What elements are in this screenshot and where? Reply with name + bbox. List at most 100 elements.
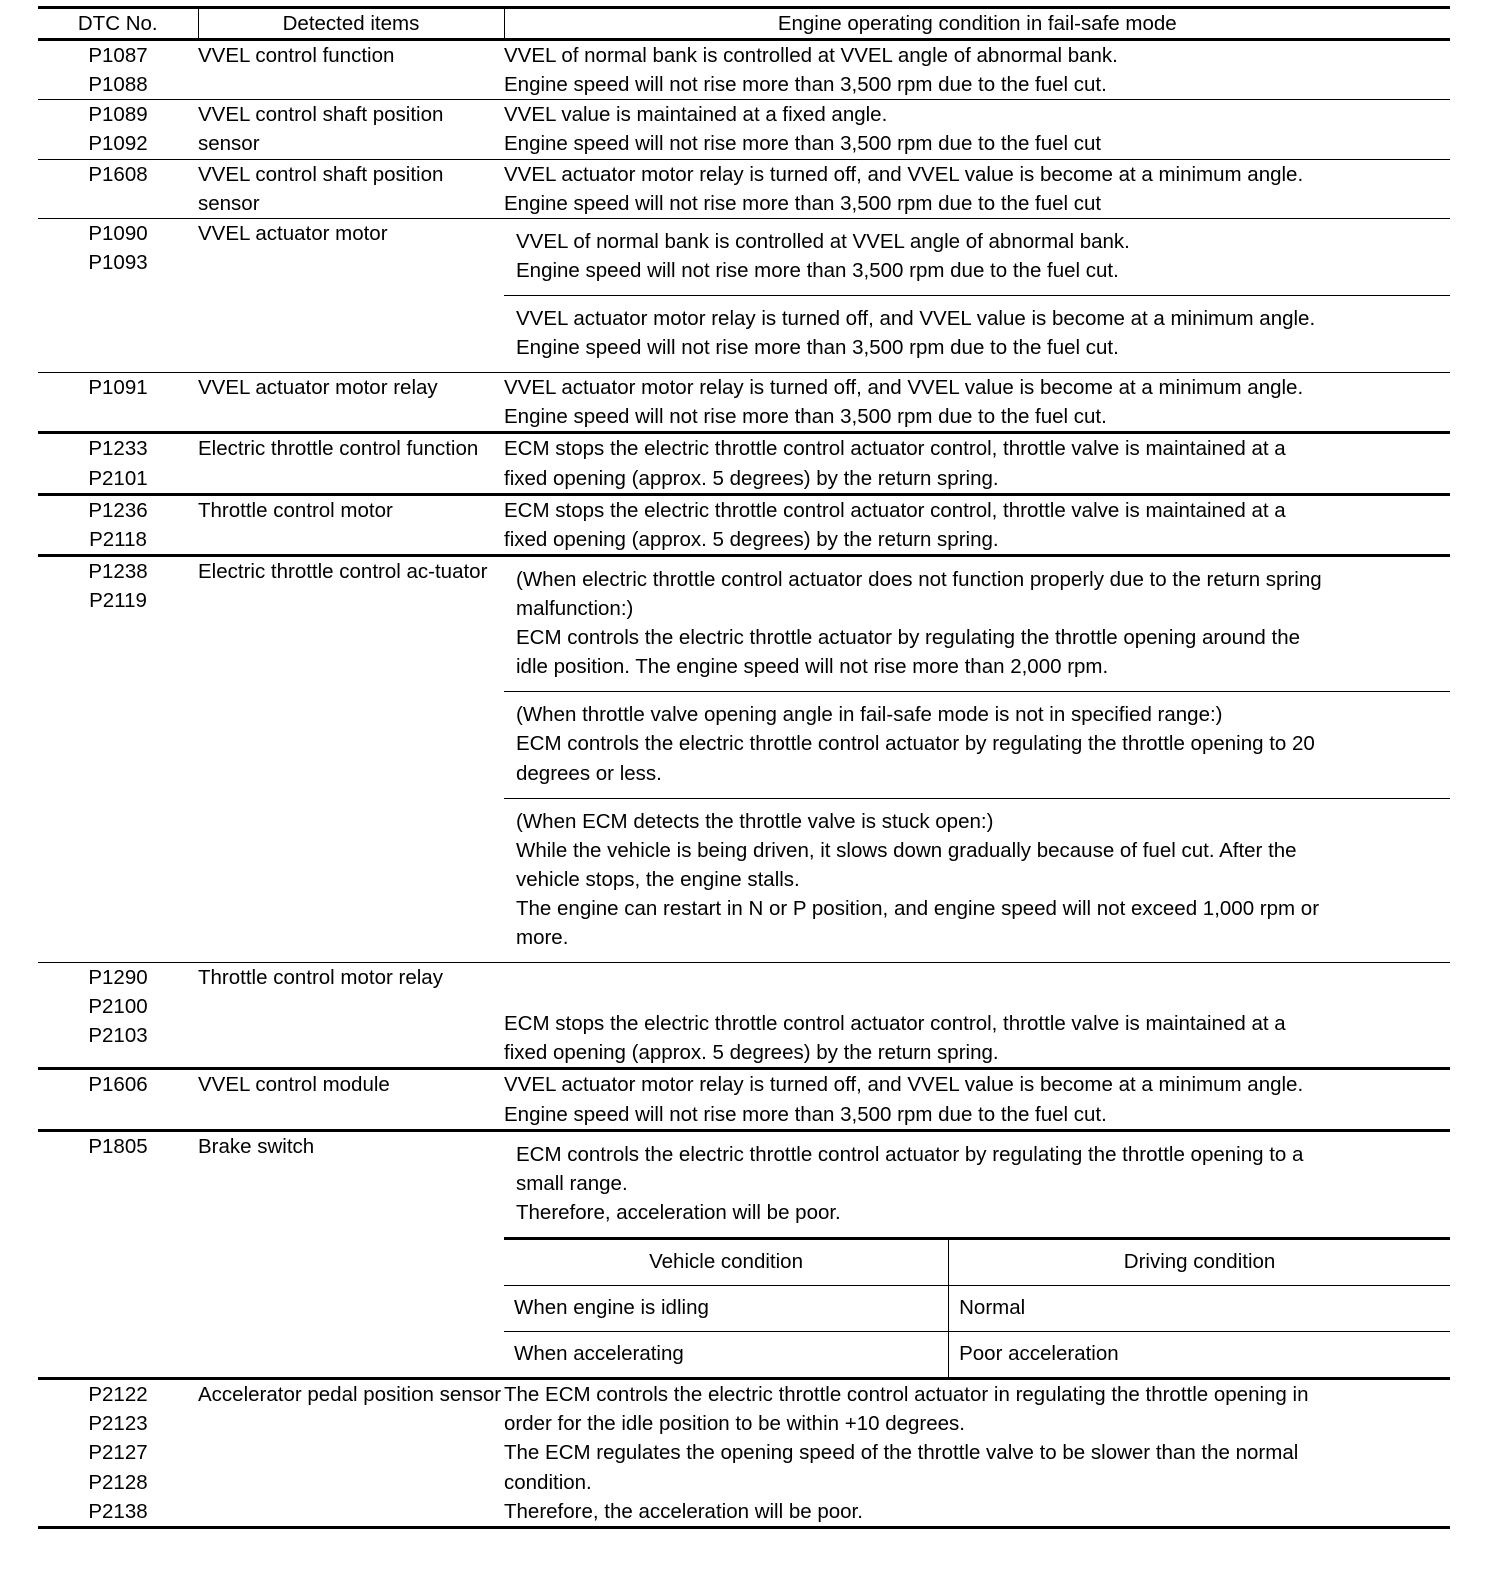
subtable-cell-driving-condition: Poor acceleration	[959, 1342, 1119, 1366]
subtable-row: When accelerating Poor acceleration	[504, 1331, 1450, 1378]
condition-line: VVEL value is maintained at a fixed angl…	[504, 103, 888, 127]
condition-line: VVEL of normal bank is controlled at VVE…	[516, 229, 1130, 253]
dtc-code: P2119	[89, 588, 147, 612]
condition-line: Engine speed will not rise more than 3,5…	[504, 73, 1107, 97]
condition-line: more.	[516, 926, 569, 950]
table-header-row: DTC No. Detected items Engine operating …	[38, 7, 1450, 40]
condition-cell: VVEL actuator motor relay is turned off,…	[504, 1069, 1450, 1130]
condition-line: small range.	[516, 1171, 628, 1195]
dtc-code: P2103	[88, 1024, 148, 1048]
condition-cell: VVEL of normal bank is controlled at VVE…	[504, 40, 1450, 100]
table-row: P1089 P1092 VVEL control shaft position …	[38, 100, 1450, 160]
dtc-codes-cell: P1090 P1093	[38, 218, 198, 372]
dtc-code: P2128	[88, 1470, 148, 1494]
condition-line: idle position. The engine speed will not…	[516, 655, 1109, 679]
condition-stack: (When electric throttle control actuator…	[504, 557, 1450, 962]
condition-line: ECM controls the electric throttle actua…	[516, 626, 1301, 650]
dtc-code: P2123	[88, 1412, 148, 1436]
condition-block: (When electric throttle control actuator…	[504, 557, 1450, 691]
table-row: P1233 P2101 Electric throttle control fu…	[38, 433, 1450, 495]
condition-line: Engine speed will not rise more than 3,5…	[504, 132, 1102, 156]
table-row: P1805 Brake switch ECM controls the elec…	[38, 1130, 1450, 1379]
table-row: P1091 VVEL actuator motor relay VVEL act…	[38, 373, 1450, 433]
detected-item-cell: VVEL actuator motor relay	[198, 376, 438, 400]
subtable-header-driving-condition: Driving condition	[1123, 1249, 1276, 1273]
table-row: P1090 P1093 VVEL actuator motor VVEL of …	[38, 218, 1450, 373]
condition-stack: VVEL of normal bank is controlled at VVE…	[504, 219, 1450, 372]
subtable-cell-vehicle-condition: When accelerating	[504, 1331, 950, 1378]
subtable-header-row: Vehicle condition Driving condition	[504, 1238, 1450, 1286]
condition-cell: ECM controls the electric throttle contr…	[504, 1130, 1450, 1379]
condition-cell: VVEL actuator motor relay is turned off,…	[504, 159, 1450, 218]
dtc-code: P1089	[88, 103, 148, 127]
dtc-code: P1091	[88, 376, 148, 400]
dtc-code: P1805	[88, 1134, 148, 1158]
dtc-code: P2138	[88, 1499, 148, 1523]
condition-line: VVEL actuator motor relay is turned off,…	[504, 1073, 1304, 1097]
subtable-cell-vehicle-condition: When engine is idling	[504, 1285, 950, 1332]
condition-line: VVEL actuator motor relay is turned off,…	[504, 162, 1304, 186]
table-row: P1087 P1088 VVEL control function VVEL o…	[38, 40, 1450, 100]
detected-item-cell: Brake switch	[198, 1134, 315, 1158]
table-body: DTC No. Detected items Engine operating …	[38, 7, 1450, 1528]
dtc-code: P2101	[88, 466, 148, 490]
dtc-code: P2100	[88, 995, 148, 1019]
condition-line: ECM controls the electric throttle contr…	[516, 732, 1315, 756]
dtc-code: P1290	[88, 966, 148, 990]
dtc-codes-cell: P1290 P2100 P2103	[38, 963, 198, 1069]
condition-line: The ECM controls the electric throttle c…	[504, 1383, 1309, 1407]
detected-item-cell: VVEL control function	[198, 44, 395, 68]
dtc-code: P1236	[88, 498, 148, 522]
condition-block: (When ECM detects the throttle valve is …	[504, 797, 1450, 963]
header-engine-condition: Engine operating condition in fail-safe …	[777, 12, 1177, 35]
condition-line: VVEL actuator motor relay is turned off,…	[504, 376, 1304, 400]
detected-item-cell: VVEL control shaft position sensor	[198, 103, 444, 156]
condition-block: ECM controls the electric throttle contr…	[504, 1132, 1450, 1237]
dtc-code: P1608	[88, 162, 148, 186]
condition-line: fixed opening (approx. 5 degrees) by the…	[504, 1041, 999, 1065]
condition-line: The ECM regulates the opening speed of t…	[504, 1441, 1299, 1465]
condition-line: Engine speed will not rise more than 3,5…	[504, 1102, 1107, 1126]
header-dtc-no: DTC No.	[38, 7, 199, 40]
table-row: P1608 VVEL control shaft position sensor…	[38, 159, 1450, 219]
dtc-codes-cell: P1606	[38, 1069, 198, 1130]
condition-cell: (When electric throttle control actuator…	[504, 555, 1450, 962]
condition-line: malfunction:)	[516, 596, 634, 620]
condition-line: ECM stops the electric throttle control …	[504, 437, 1286, 461]
condition-line: vehicle stops, the engine stalls.	[516, 867, 800, 891]
dtc-codes-cell: P1089 P1092	[38, 100, 198, 159]
dtc-codes-cell: P1236 P2118	[38, 494, 198, 555]
dtc-code: P1090	[88, 221, 148, 245]
detected-item-cell: VVEL actuator motor	[198, 221, 388, 245]
detected-item-cell: Accelerator pedal position sensor	[198, 1383, 502, 1407]
dtc-failsafe-table: DTC No. Detected items Engine operating …	[38, 6, 1450, 1529]
condition-line: Engine speed will not rise more than 3,5…	[504, 191, 1102, 215]
condition-line: order for the idle position to be within…	[504, 1412, 965, 1436]
dtc-codes-cell: P1087 P1088	[38, 40, 198, 100]
detected-item-cell: VVEL control shaft position sensor	[198, 162, 444, 215]
dtc-code: P1093	[88, 250, 148, 274]
condition-line: fixed opening (approx. 5 degrees) by the…	[504, 527, 999, 551]
dtc-codes-cell: P1805	[38, 1130, 198, 1379]
dtc-code: P2118	[89, 527, 147, 551]
condition-line: condition.	[504, 1470, 592, 1494]
condition-cell: VVEL of normal bank is controlled at VVE…	[504, 218, 1450, 372]
dtc-codes-cell: P1608	[38, 159, 198, 218]
condition-line: VVEL actuator motor relay is turned off,…	[516, 306, 1316, 330]
condition-line: Engine speed will not rise more than 3,5…	[504, 405, 1107, 429]
condition-block: VVEL actuator motor relay is turned off,…	[504, 294, 1450, 372]
dtc-codes-cell: P1233 P2101	[38, 433, 198, 494]
condition-line: (When electric throttle control actuator…	[516, 567, 1322, 591]
condition-cell: The ECM controls the electric throttle c…	[504, 1379, 1450, 1528]
vehicle-driving-condition-subtable: Vehicle condition Driving condition When…	[504, 1237, 1450, 1378]
subtable-cell-driving-condition: Normal	[959, 1296, 1026, 1320]
condition-line: fixed opening (approx. 5 degrees) by the…	[504, 466, 999, 490]
subtable-header-vehicle-condition: Vehicle condition	[504, 1238, 950, 1286]
detected-item-cell: Throttle control motor relay	[198, 966, 443, 990]
condition-line: ECM stops the electric throttle control …	[504, 498, 1286, 522]
condition-cell: ECM stops the electric throttle control …	[504, 494, 1450, 555]
subtable-row: When engine is idling Normal	[504, 1285, 1450, 1332]
detected-item-cell: Throttle control motor	[198, 498, 393, 522]
dtc-code: P1088	[88, 73, 148, 97]
